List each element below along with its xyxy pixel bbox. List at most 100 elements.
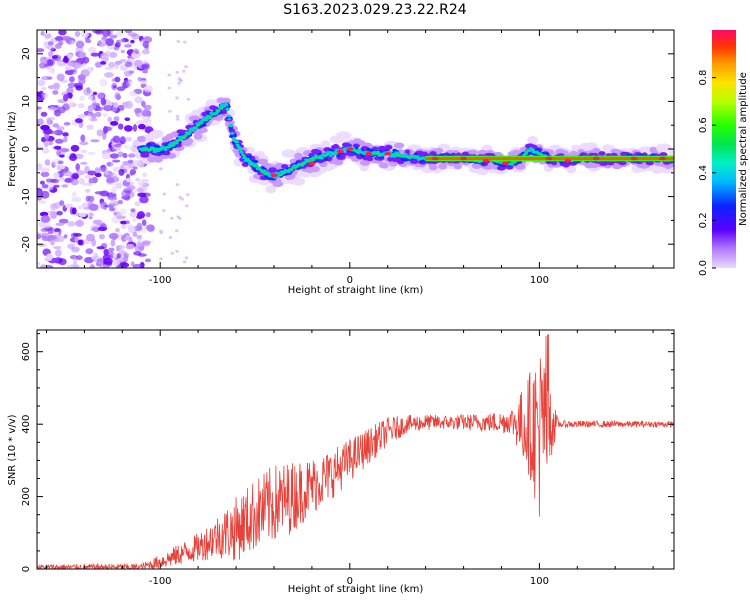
- noise-blob: [120, 49, 125, 54]
- ridge-mark: [146, 142, 152, 147]
- noise-blob: [71, 191, 77, 198]
- ridge-mark: [258, 167, 261, 170]
- noise-blob: [117, 104, 125, 111]
- x-tick-label: 0: [347, 275, 353, 286]
- noise-blob: [75, 163, 80, 171]
- noise-blob: [87, 170, 97, 176]
- noise-blob: [100, 97, 107, 106]
- noise-blob: [101, 30, 111, 37]
- noise-blob: [137, 237, 142, 243]
- ridge-peak: [270, 173, 278, 177]
- ridge-mark: [186, 131, 190, 134]
- noise-blob: [54, 231, 59, 237]
- noise-blob: [88, 178, 94, 184]
- ridge-mark: [261, 169, 265, 172]
- noise-blob: [50, 178, 60, 184]
- noise-blob: [67, 221, 76, 227]
- noise-blob: [96, 129, 104, 137]
- ridge-mark: [228, 126, 234, 130]
- ridge-mark: [335, 131, 352, 140]
- noise-blob: [139, 195, 149, 204]
- ridge-peak: [346, 147, 354, 151]
- noise-blob: [71, 246, 80, 253]
- noise-blob: [103, 264, 109, 268]
- ridge-mark: [151, 129, 164, 138]
- noise-blob: [106, 104, 112, 109]
- noise-blob: [62, 57, 70, 64]
- noise-blob: [121, 81, 131, 89]
- noise-blob: [142, 172, 148, 178]
- noise-blob: [55, 249, 62, 257]
- noise-blob: [104, 72, 114, 78]
- noise-blob: [114, 182, 123, 189]
- noise-blob: [94, 191, 105, 195]
- noise-blob: [92, 30, 102, 34]
- ridge-mark: [428, 164, 438, 171]
- noise-blob: [85, 248, 94, 255]
- ridge-mark: [366, 156, 373, 162]
- colorbar-tick-label: 0.4: [698, 165, 709, 181]
- noise-blob: [58, 218, 69, 224]
- y-tick-label: 0: [21, 566, 32, 572]
- noise-blob: [75, 255, 83, 261]
- noise-blob: [144, 258, 152, 263]
- noise-blob: [48, 106, 58, 111]
- noise-blob: [55, 222, 65, 226]
- noise-blob: [108, 207, 116, 212]
- ridge-mark: [329, 154, 333, 158]
- noise-blob: [70, 144, 80, 152]
- noise-blob: [95, 111, 102, 118]
- noise-blob: [130, 39, 135, 44]
- noise-blob: [74, 31, 81, 37]
- noise-blob: [123, 70, 133, 77]
- ridge-mark: [394, 142, 405, 149]
- noise-blob: [54, 129, 64, 136]
- ridge-mark: [291, 177, 306, 186]
- noise-blob: [178, 78, 182, 82]
- noise-blob: [75, 219, 84, 227]
- noise-blob: [72, 233, 82, 237]
- noise-blob: [175, 70, 179, 74]
- ridge-mark: [226, 108, 230, 111]
- ridge-mark: [163, 150, 171, 156]
- noise-blob: [74, 118, 83, 124]
- noise-blob: [92, 219, 103, 225]
- ridge-mark: [237, 146, 243, 150]
- ridge-mark: [170, 145, 174, 147]
- noise-blob: [40, 111, 48, 117]
- noise-blob: [79, 141, 89, 146]
- ridge-mark: [335, 152, 339, 155]
- noise-blob: [73, 257, 78, 265]
- noise-blob: [41, 167, 50, 173]
- noise-blob: [118, 208, 127, 215]
- noise-blob: [112, 102, 119, 108]
- noise-blob: [168, 236, 173, 239]
- ridge-mark: [229, 125, 233, 128]
- noise-blob: [108, 61, 115, 68]
- noise-blob: [52, 90, 59, 95]
- noise-blob: [109, 34, 118, 39]
- colorbar-tick-label: 0.8: [698, 70, 709, 86]
- noise-blob: [100, 201, 107, 210]
- ridge-mark: [267, 171, 271, 174]
- noise-blob: [139, 80, 148, 85]
- noise-blob: [136, 241, 142, 248]
- noise-blob: [133, 251, 142, 256]
- noise-blob: [131, 160, 142, 167]
- noise-blob: [44, 159, 51, 166]
- noise-blob: [85, 39, 92, 43]
- noise-blob: [40, 215, 51, 223]
- noise-blob: [75, 40, 85, 49]
- spectrogram-xlabel: Height of straight line (km): [288, 285, 424, 296]
- noise-blob: [118, 123, 124, 130]
- ridge-mark: [527, 135, 539, 145]
- y-tick-label: -20: [21, 236, 32, 252]
- ridge-peak: [659, 156, 667, 161]
- noise-blob: [80, 134, 86, 142]
- noise-blob: [138, 123, 146, 130]
- noise-blob: [115, 94, 121, 101]
- snr-frame: [36, 329, 675, 570]
- y-tick-label: 0: [21, 146, 32, 152]
- ridge-mark: [392, 155, 397, 158]
- noise-blob: [77, 74, 86, 81]
